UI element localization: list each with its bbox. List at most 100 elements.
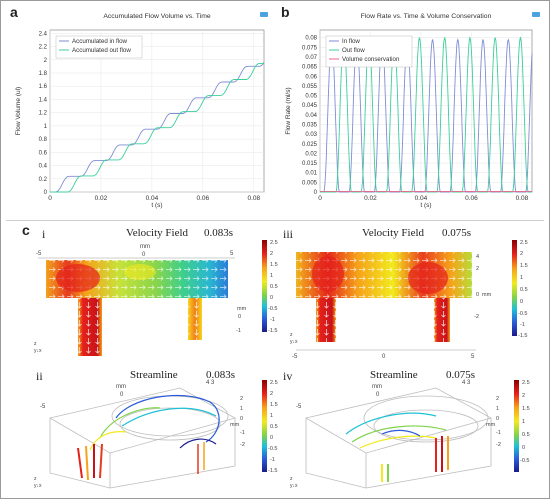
- x-axis-label: t (s): [420, 202, 431, 209]
- svg-text:1.5: 1.5: [270, 262, 278, 268]
- subpanel-ii-label: ii: [36, 369, 43, 383]
- x-tick-label: 0.02: [95, 195, 108, 202]
- svg-text:-2: -2: [240, 442, 245, 448]
- y-tick-label: 0.8: [39, 137, 48, 143]
- panel-a-label: a: [10, 4, 18, 20]
- y-tick-label: 0.6: [39, 150, 48, 156]
- svg-text:-1: -1: [520, 322, 525, 328]
- x-tick-label: 0: [48, 195, 52, 202]
- svg-text:0.5: 0.5: [270, 424, 278, 430]
- svg-text:-2: -2: [474, 314, 479, 320]
- svg-text:-1: -1: [496, 430, 501, 436]
- svg-text:mm: mm: [140, 244, 150, 250]
- y-tick-label: 2.2: [39, 45, 48, 51]
- svg-text:y↓x: y↓x: [290, 339, 298, 345]
- panel-b-label: b: [281, 4, 290, 20]
- subpanel-iii-label: iii: [283, 227, 294, 241]
- svg-text:0: 0: [520, 299, 523, 305]
- svg-text:-1.5: -1.5: [518, 333, 527, 339]
- svg-text:1: 1: [496, 406, 499, 412]
- svg-text:-0.5: -0.5: [268, 446, 277, 452]
- svg-text:z: z: [34, 476, 37, 482]
- svg-text:z: z: [34, 341, 37, 347]
- chart-title: Accumulated Flow Volume vs. Time: [103, 13, 210, 20]
- svg-text:2: 2: [476, 266, 479, 272]
- x-axis-label: t (s): [151, 202, 162, 209]
- subpanel-i-label: i: [42, 227, 46, 241]
- export-icon: [260, 12, 268, 17]
- legend-box: [55, 35, 143, 59]
- svg-text:2.5: 2.5: [270, 380, 278, 386]
- svg-text:0.5: 0.5: [520, 287, 528, 293]
- svg-text:0.5: 0.5: [270, 284, 278, 290]
- x-tick-label: 0.06: [465, 195, 478, 202]
- section-separator: [6, 220, 544, 221]
- svg-text:-0.5: -0.5: [518, 311, 527, 317]
- svg-text:0: 0: [238, 314, 241, 320]
- svg-text:0: 0: [476, 292, 479, 298]
- y-tick-label: 2.4: [39, 31, 48, 37]
- y-tick-label: 0: [314, 190, 318, 196]
- y-axis-label: Flow Volume (ul): [15, 87, 22, 135]
- series-line-in-flow: [50, 62, 265, 193]
- y-tick-label: 0: [44, 190, 48, 196]
- velocity-time-i: 0.083s: [204, 227, 234, 239]
- svg-text:-5: -5: [40, 404, 46, 410]
- svg-text:2.5: 2.5: [520, 240, 528, 246]
- svg-text:2: 2: [496, 396, 499, 402]
- chart-b: Flow Rate vs. Time & Volume Conservation…: [285, 12, 540, 209]
- svg-text:-1: -1: [270, 317, 275, 323]
- svg-text:1: 1: [240, 406, 243, 412]
- svg-text:z: z: [290, 332, 293, 338]
- svg-text:z: z: [290, 476, 293, 482]
- svg-text:1: 1: [522, 419, 525, 425]
- svg-text:0: 0: [120, 392, 124, 398]
- svg-text:mm: mm: [486, 422, 496, 428]
- y-tick-label: 0.065: [302, 65, 318, 71]
- svg-text:-1: -1: [270, 457, 275, 463]
- x-tick-label: 0.04: [415, 195, 428, 202]
- y-tick-label: 0.4: [39, 164, 48, 170]
- svg-text:0: 0: [270, 295, 273, 301]
- svg-text:mm: mm: [116, 384, 126, 390]
- legend-entry: Accumulated out flow: [72, 47, 131, 54]
- y-tick-label: 0.005: [302, 180, 318, 186]
- svg-text:5: 5: [230, 251, 234, 257]
- svg-text:0: 0: [496, 416, 499, 422]
- y-tick-label: 1: [44, 124, 48, 130]
- y-tick-label: 0.2: [39, 177, 48, 183]
- svg-text:y↓x: y↓x: [34, 483, 42, 489]
- y-tick-label: 0.06: [305, 74, 317, 80]
- legend-entry: Volume conservation: [342, 56, 400, 63]
- svg-text:mm: mm: [237, 306, 247, 312]
- svg-text:-2: -2: [496, 442, 501, 448]
- series-line-out-flow: [50, 62, 264, 193]
- velocity-field-i: -5 mm 0 5 mm 0 -1 z y↓x 2.5 2 1.5 1 0.5 0 -0…: [34, 240, 278, 356]
- y-tick-label: 1.6: [39, 84, 48, 90]
- y-tick-label: 0.075: [302, 45, 318, 51]
- y-tick-label: 0.045: [302, 103, 318, 109]
- svg-text:4 3: 4 3: [206, 380, 215, 386]
- svg-text:2.5: 2.5: [522, 380, 530, 386]
- svg-text:-1: -1: [236, 328, 241, 334]
- x-tick-label: 0.02: [364, 195, 377, 202]
- svg-text:5: 5: [471, 354, 475, 360]
- legend-entry: Accumulated in flow: [72, 38, 128, 45]
- y-axis-label: Flow Rate (ml/s): [285, 87, 292, 134]
- velocity-title-i: Velocity Field: [126, 227, 189, 239]
- svg-text:1.5: 1.5: [270, 402, 278, 408]
- x-tick-label: 0.04: [146, 195, 159, 202]
- svg-text:2: 2: [270, 251, 273, 257]
- x-tick-label: 0.08: [247, 195, 260, 202]
- y-tick-label: 1.4: [39, 97, 48, 103]
- svg-text:-5: -5: [36, 251, 42, 257]
- svg-text:2: 2: [270, 391, 273, 397]
- subpanel-iv-label: iv: [283, 369, 293, 383]
- y-tick-label: 0.025: [302, 142, 318, 148]
- velocity-title-iii: Velocity Field: [362, 227, 425, 239]
- svg-text:2: 2: [520, 251, 523, 257]
- svg-text:y↓x: y↓x: [290, 483, 298, 489]
- svg-text:1.5: 1.5: [522, 406, 530, 412]
- streamline-iv: -5 mm 0 4 3 2 1 0 -1 -2 mm z y↓x 2.5 2 1.5 1 0.…: [290, 380, 530, 489]
- panel-c-label: c: [22, 222, 30, 238]
